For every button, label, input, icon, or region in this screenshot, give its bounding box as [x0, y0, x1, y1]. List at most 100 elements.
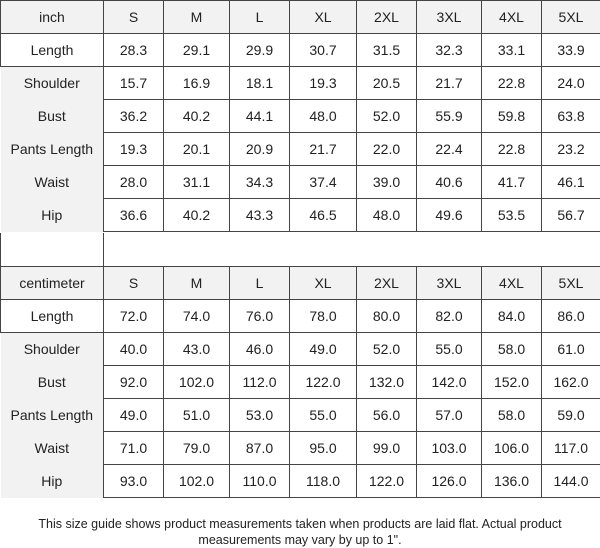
size-header: 2XL: [356, 266, 417, 300]
measurement-label: Hip: [0, 464, 104, 498]
measurement-value: 55.0: [289, 398, 357, 432]
measurement-value: 122.0: [289, 365, 357, 399]
measurement-value: 117.0: [541, 431, 600, 465]
measurement-value: 28.0: [103, 165, 164, 199]
measurement-value: 29.1: [163, 33, 230, 67]
measurement-value: 49.0: [289, 332, 357, 366]
measurement-value: 28.3: [103, 33, 164, 67]
measurement-value: 78.0: [289, 299, 357, 333]
measurement-value: 57.0: [416, 398, 482, 432]
header-row: centimeter S M L XL 2XL 3XL 4XL 5XL: [0, 266, 600, 300]
measurement-value: 40.2: [163, 198, 230, 232]
measurement-value: 79.0: [163, 431, 230, 465]
measurement-value: 56.0: [356, 398, 417, 432]
measurement-label: Bust: [0, 99, 104, 133]
measurement-value: 29.9: [229, 33, 290, 67]
size-header: 5XL: [541, 0, 600, 34]
measurement-value: 20.9: [229, 132, 290, 166]
table-row: Shoulder 40.0 43.0 46.0 49.0 52.0 55.0 58.0 61.0: [0, 332, 600, 366]
measurement-value: 43.0: [163, 332, 230, 366]
measurement-value: 41.7: [481, 165, 542, 199]
measurement-value: 33.9: [541, 33, 600, 67]
size-header: M: [163, 0, 230, 34]
measurement-value: 53.0: [229, 398, 290, 432]
table-row: Pants Length 49.0 51.0 53.0 55.0 56.0 57.0 58.0…: [0, 398, 600, 432]
measurement-value: 32.3: [416, 33, 482, 67]
measurement-value: 44.1: [229, 99, 290, 133]
measurement-value: 36.6: [103, 198, 164, 232]
measurement-value: 36.2: [103, 99, 164, 133]
table-row: Bust 36.2 40.2 44.1 48.0 52.0 55.9 59.8 63.8: [0, 99, 600, 133]
measurement-value: 118.0: [289, 464, 357, 498]
measurement-label: Shoulder: [0, 332, 104, 366]
measurement-value: 49.0: [103, 398, 164, 432]
measurement-value: 58.0: [481, 332, 542, 366]
measurement-value: 86.0: [541, 299, 600, 333]
table-row: Waist 71.0 79.0 87.0 95.0 99.0 103.0 106.0 117.0: [0, 431, 600, 465]
measurement-value: 59.8: [481, 99, 542, 133]
table-row: Pants Length 19.3 20.1 20.9 21.7 22.0 22.4 22.8…: [0, 132, 600, 166]
measurement-value: 43.3: [229, 198, 290, 232]
measurement-value: 80.0: [356, 299, 417, 333]
measurement-value: 31.1: [163, 165, 230, 199]
measurement-value: 46.0: [229, 332, 290, 366]
measurement-value: 53.5: [481, 198, 542, 232]
measurement-label: Pants Length: [0, 398, 104, 432]
measurement-value: 93.0: [103, 464, 164, 498]
size-header: M: [163, 266, 230, 300]
measurement-value: 92.0: [103, 365, 164, 399]
measurement-value: 56.7: [541, 198, 600, 232]
size-header: S: [103, 0, 164, 34]
measurement-value: 24.0: [541, 66, 600, 100]
measurement-label: Hip: [0, 198, 104, 232]
measurement-value: 21.7: [416, 66, 482, 100]
measurement-value: 112.0: [229, 365, 290, 399]
measurement-value: 144.0: [541, 464, 600, 498]
measurement-value: 52.0: [356, 99, 417, 133]
size-header: 3XL: [416, 0, 482, 34]
spacer-row: [0, 233, 600, 266]
measurement-value: 162.0: [541, 365, 600, 399]
measurement-value: 15.7: [103, 66, 164, 100]
measurement-note: This size guide shows product measuremen…: [38, 517, 562, 547]
measurement-value: 102.0: [163, 464, 230, 498]
measurement-value: 71.0: [103, 431, 164, 465]
size-header: 4XL: [481, 266, 542, 300]
measurement-value: 22.0: [356, 132, 417, 166]
measurement-value: 51.0: [163, 398, 230, 432]
size-header: L: [229, 0, 290, 34]
measurement-value: 19.3: [103, 132, 164, 166]
table-row: Hip 93.0 102.0 110.0 118.0 122.0 126.0 136.0 144…: [0, 464, 600, 498]
measurement-value: 20.1: [163, 132, 230, 166]
measurement-value: 103.0: [416, 431, 482, 465]
unit-label: centimeter: [0, 266, 104, 300]
measurement-value: 95.0: [289, 431, 357, 465]
size-header: XL: [289, 266, 357, 300]
size-header: 3XL: [416, 266, 482, 300]
size-header: L: [229, 266, 290, 300]
measurement-value: 63.8: [541, 99, 600, 133]
size-header: XL: [289, 0, 357, 34]
measurement-value: 40.6: [416, 165, 482, 199]
measurement-value: 52.0: [356, 332, 417, 366]
measurement-value: 59.0: [541, 398, 600, 432]
unit-label: inch: [0, 0, 104, 34]
table-row: Hip 36.6 40.2 43.3 46.5 48.0 49.6 53.5 56.7: [0, 198, 600, 232]
measurement-value: 106.0: [481, 431, 542, 465]
measurement-value: 87.0: [229, 431, 290, 465]
measurement-value: 20.5: [356, 66, 417, 100]
measurement-value: 22.8: [481, 132, 542, 166]
measurement-value: 136.0: [481, 464, 542, 498]
table-row: Length 28.3 29.1 29.9 30.7 31.5 32.3 33.1 33.9: [0, 33, 600, 67]
measurement-value: 21.7: [289, 132, 357, 166]
measurement-value: 76.0: [229, 299, 290, 333]
measurement-value: 31.5: [356, 33, 417, 67]
measurement-value: 84.0: [481, 299, 542, 333]
size-header: 5XL: [541, 266, 600, 300]
measurement-label: Bust: [0, 365, 104, 399]
measurement-label: Length: [0, 33, 104, 67]
table-row: Length 72.0 74.0 76.0 78.0 80.0 82.0 84.0 86.0: [0, 299, 600, 333]
size-table-inch: inch S M L XL 2XL 3XL 4XL 5XL Length 28.3 29.1 29.9 3…: [0, 0, 600, 232]
measurement-label: Pants Length: [0, 132, 104, 166]
